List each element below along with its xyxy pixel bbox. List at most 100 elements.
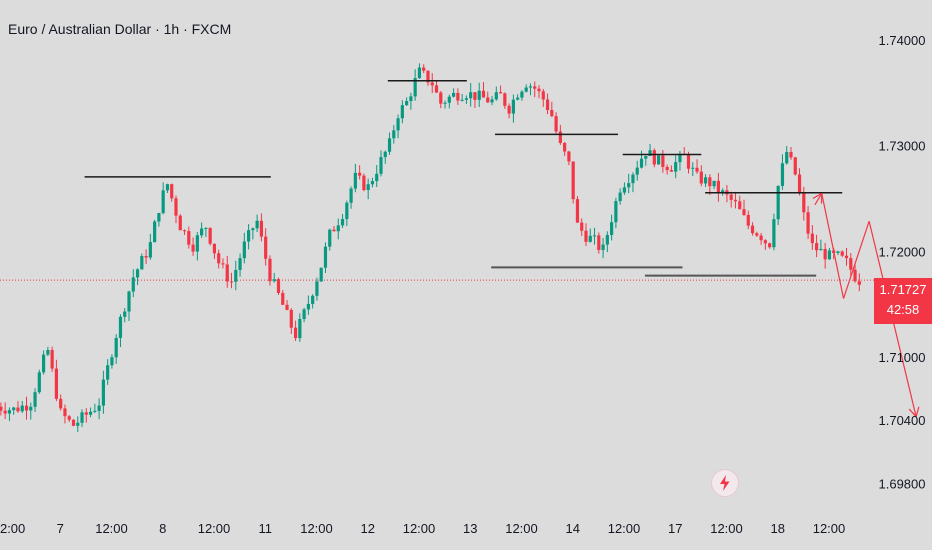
candle-body (426, 70, 430, 83)
time-tick-label: 12:00 (403, 521, 436, 536)
projection-segment (842, 221, 870, 299)
candle-body (439, 92, 443, 104)
price-tick-label: 1.69800 (879, 477, 926, 492)
candle-body (409, 96, 413, 102)
candle-body (302, 309, 306, 319)
lightning-icon[interactable] (711, 469, 739, 497)
candle-body (853, 269, 857, 282)
candle-body (443, 102, 447, 104)
candle-body (456, 92, 460, 101)
time-tick-label: 12:00 (608, 521, 641, 536)
candle-body (76, 422, 80, 426)
candles (0, 63, 861, 432)
candle-body (33, 392, 37, 407)
candle-body (319, 267, 323, 282)
candle-body (481, 90, 486, 98)
candle-body (793, 157, 797, 175)
candle-body (127, 291, 131, 312)
candle-body (191, 244, 195, 252)
candle-body (849, 258, 853, 270)
candle-body (618, 192, 622, 202)
candle-body (405, 101, 409, 106)
time-tick-label: 17 (668, 521, 682, 536)
price-axis[interactable]: 1.74000 1.73000 1.72000 1.71000 1.70400 1.698… (879, 33, 926, 491)
candle-body (54, 368, 59, 399)
price-tick-label: 1.70400 (879, 413, 926, 428)
candle-body (686, 154, 691, 169)
candle-body (328, 229, 332, 247)
candle-body (490, 99, 494, 103)
time-tick-label: 12:00 (813, 521, 846, 536)
candle-body (695, 167, 699, 172)
time-tick-label: 13 (463, 521, 477, 536)
candle-body (345, 202, 349, 220)
candle-body (110, 357, 114, 366)
candle-body (238, 258, 242, 270)
candle-body (400, 105, 404, 119)
candle-body (533, 86, 537, 89)
candle-body (550, 110, 554, 117)
candle-body (88, 411, 93, 415)
time-axis[interactable]: 12:00 7 12:00 8 12:00 11 12:00 12 12:00 13 12:00 14… (0, 521, 845, 536)
bar-countdown: 42:58 (886, 302, 920, 317)
chart-title: Euro / Australian Dollar · 1h · FXCM (8, 21, 232, 37)
candle-body (106, 365, 110, 380)
candle-body (383, 151, 387, 158)
candle-body (797, 174, 802, 194)
candle-body (165, 184, 170, 191)
candle-body (353, 172, 357, 189)
candle-body (140, 256, 144, 270)
candle-body (268, 258, 272, 282)
candle-body (170, 184, 174, 199)
candle-body (195, 235, 199, 252)
candle-body (396, 118, 400, 131)
candle-body (733, 199, 738, 202)
candle-body (174, 198, 178, 216)
candle-body (16, 407, 20, 412)
candle-body (187, 231, 191, 245)
candle-body (12, 407, 16, 411)
candle-body (802, 193, 806, 213)
candle-body (0, 406, 3, 411)
candle-body (298, 318, 302, 339)
candle-body (311, 295, 315, 304)
candle-body (50, 349, 54, 369)
candle-body (541, 91, 545, 100)
candle-body (507, 105, 511, 114)
candle-body (178, 215, 182, 231)
candle-body (575, 199, 580, 223)
candle-body (780, 163, 785, 186)
candle-body (272, 279, 276, 282)
time-tick-label: 12:00 (95, 521, 128, 536)
candle-body (763, 240, 767, 244)
candle-body (460, 99, 464, 101)
time-tick-label: 12:00 (505, 521, 538, 536)
candle-body (857, 281, 861, 285)
candle-body (37, 372, 41, 393)
candle-body (644, 155, 648, 159)
candle-body (661, 155, 665, 167)
candle-body (208, 227, 212, 244)
candle-body (563, 142, 567, 152)
candle-body (349, 188, 353, 203)
candle-body (648, 150, 652, 156)
time-tick-label: 12:00 (710, 521, 743, 536)
candle-body (200, 228, 204, 236)
candle-body (708, 177, 712, 187)
candle-body (276, 279, 281, 293)
candle-body (703, 177, 708, 184)
candle-body (836, 251, 840, 253)
time-tick-label: 11 (259, 521, 273, 536)
candle-body (819, 248, 823, 251)
candle-body (755, 233, 759, 236)
candle-body (332, 229, 336, 232)
candle-body (823, 248, 827, 260)
candle-body (520, 91, 524, 98)
candle-body (840, 251, 844, 256)
candle-body (306, 303, 310, 310)
candle-body (716, 180, 720, 193)
time-tick-label: 14 (566, 521, 580, 536)
candle-body (293, 327, 298, 339)
candle-body (669, 170, 674, 172)
